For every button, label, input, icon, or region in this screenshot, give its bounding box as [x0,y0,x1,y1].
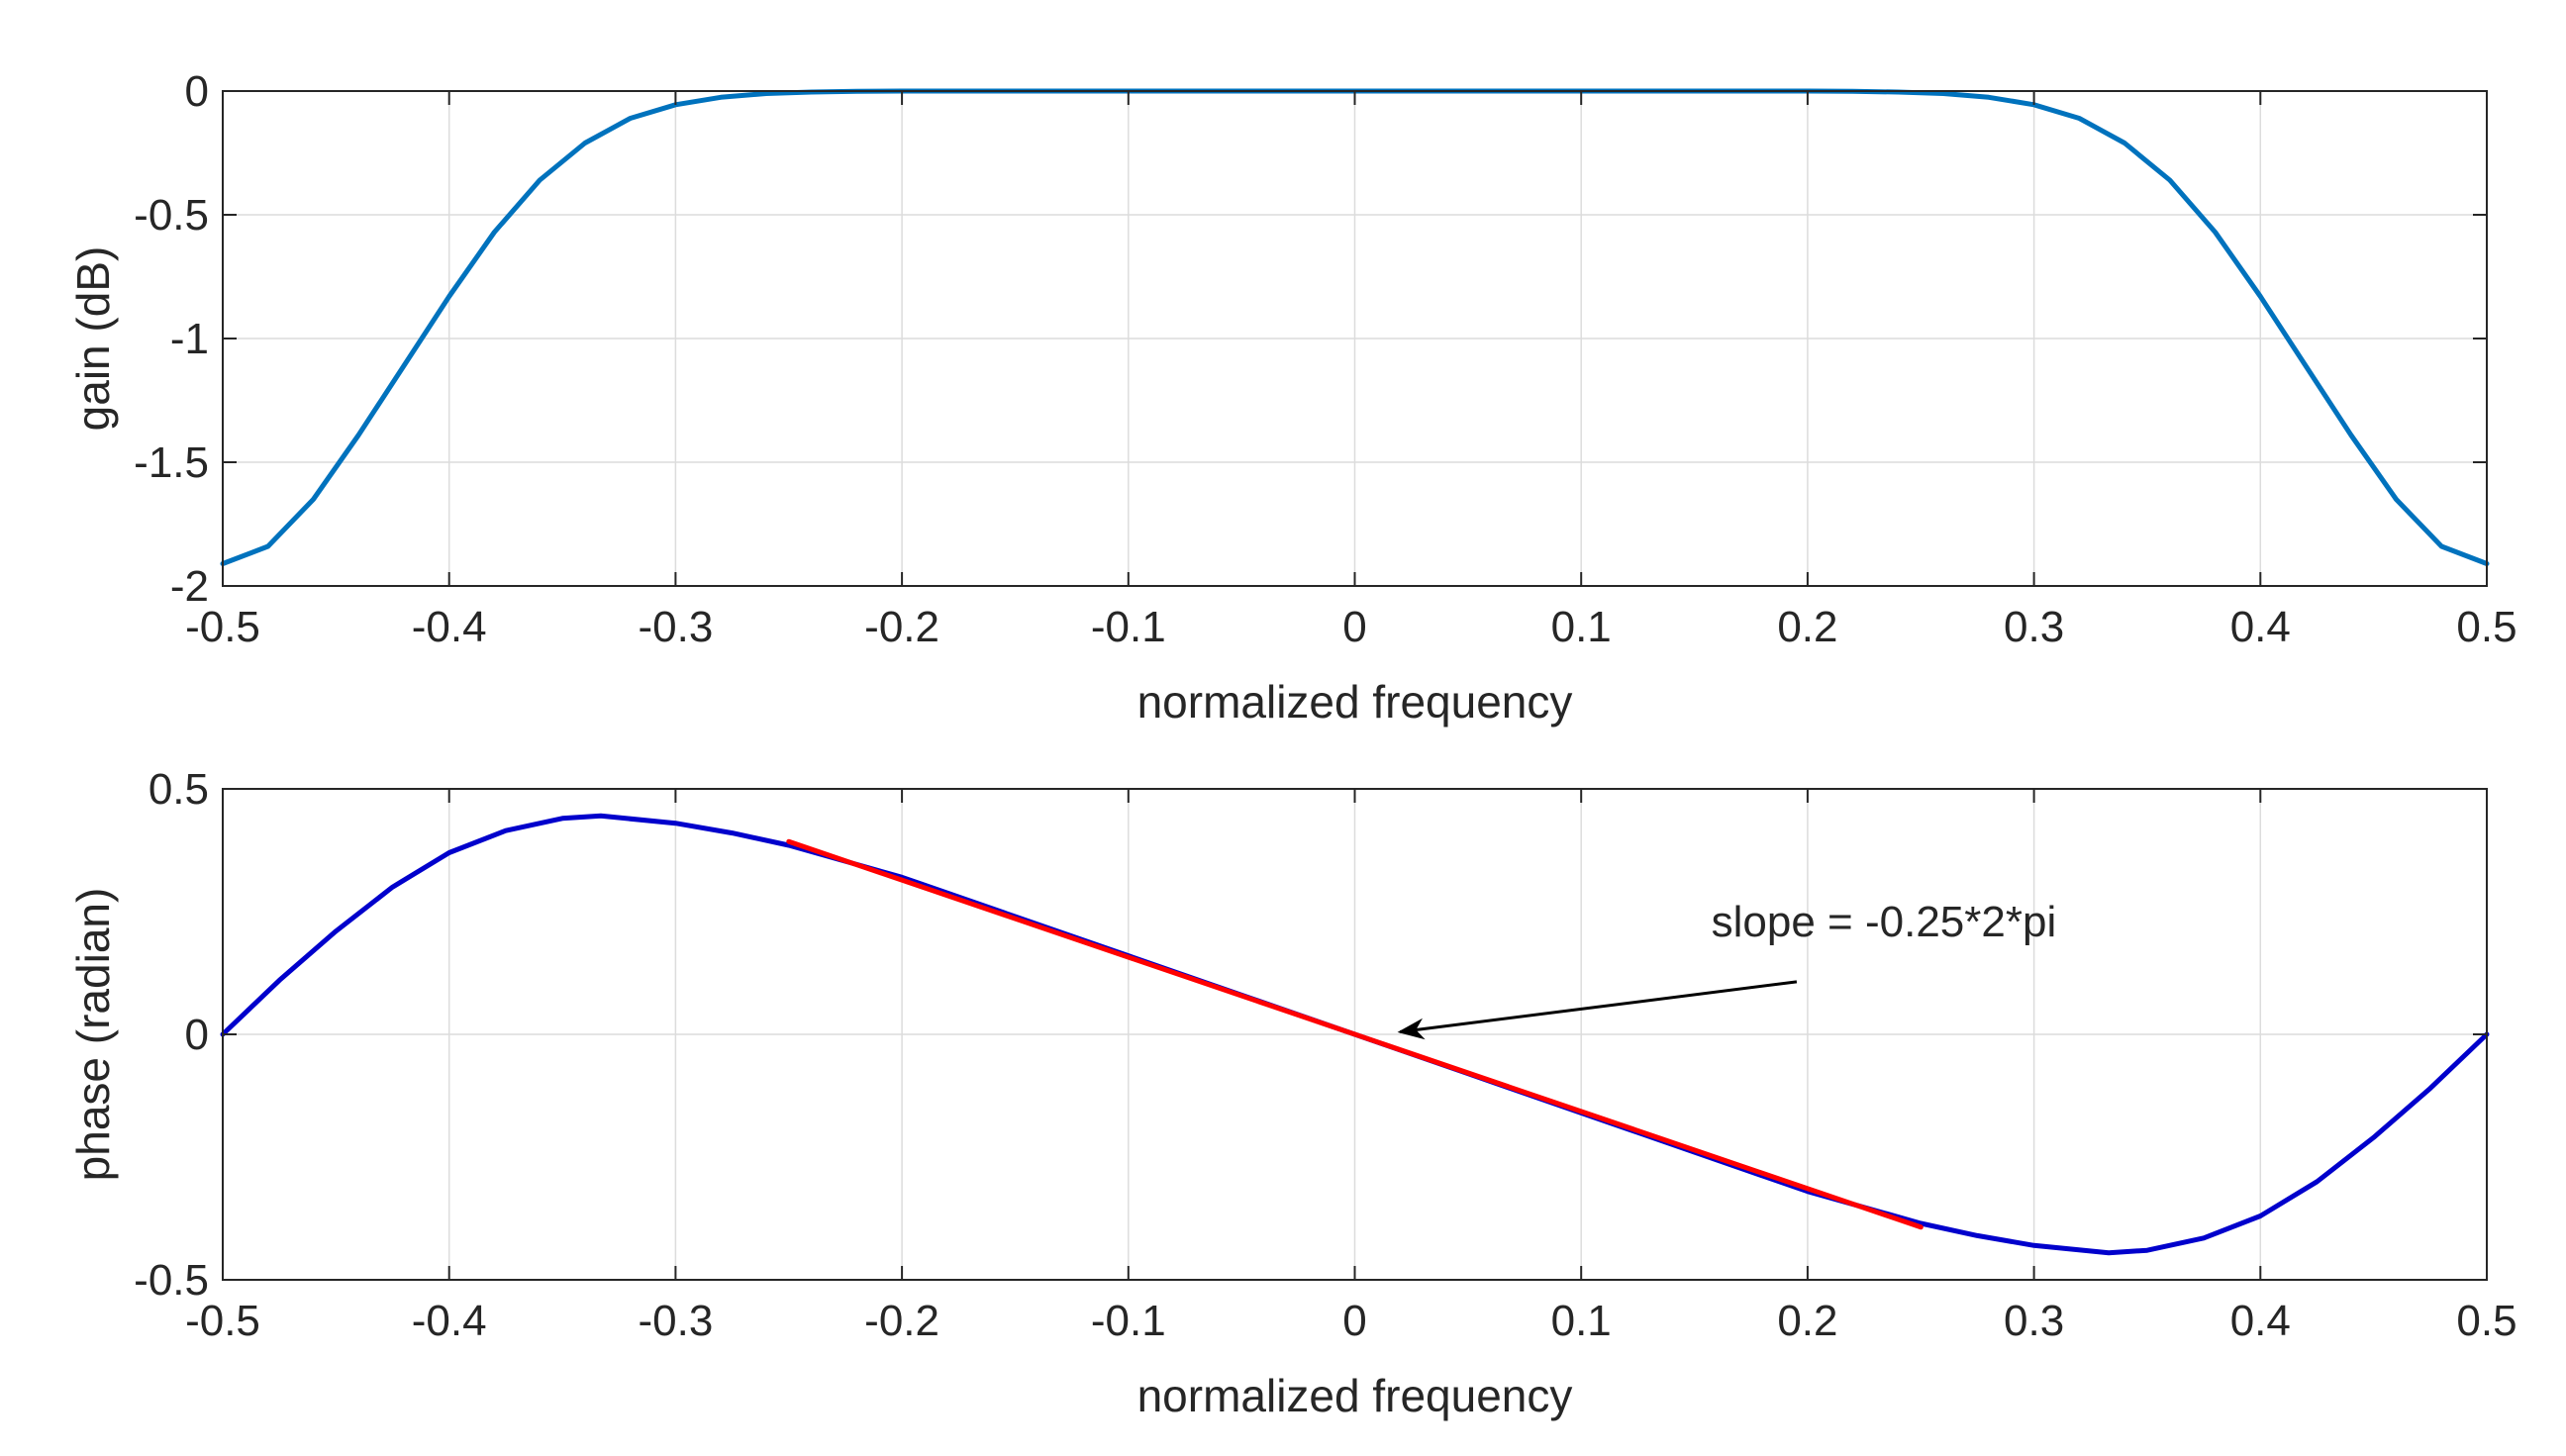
x-tick-label: -0.3 [638,1297,713,1345]
y-tick-label: 0 [185,1011,209,1059]
y-tick-label: -1 [170,315,209,363]
x-tick-label: 0.1 [1551,1297,1612,1345]
x-tick-label: 0.5 [2456,1297,2517,1345]
x-tick-label: -0.5 [185,603,260,651]
x-tick-label: -0.1 [1091,603,1166,651]
x-tick-label: 0.3 [2004,603,2064,651]
x-tick-label: -0.2 [864,1297,939,1345]
x-tick-label: 0.4 [2230,603,2291,651]
y-tick-label: -1.5 [134,438,209,487]
y-tick-label: 0 [185,67,209,116]
x-tick-label: 0.1 [1551,603,1612,651]
x-tick-label: -0.5 [185,1297,260,1345]
y-axis-label: gain (dB) [67,246,119,432]
slope-annotation-arrow [1397,980,1798,1040]
y-tick-label: -0.5 [134,191,209,240]
slope-annotation-text: slope = -0.25*2*pi [1712,898,2057,946]
x-tick-label: 0.2 [1777,1297,1837,1345]
x-tick-label: 0.4 [2230,1297,2291,1345]
x-tick-label: 0.2 [1777,603,1837,651]
y-tick-label: -0.5 [134,1256,209,1305]
x-tick-label: -0.4 [412,1297,487,1345]
x-tick-label: 0 [1342,603,1366,651]
y-axis-label: phase (radian) [67,888,119,1182]
y-tick-label: -2 [170,562,209,611]
x-tick-label: 0 [1342,1297,1366,1345]
x-axis-label: normalized frequency [1137,676,1573,728]
y-tick-label: 0.5 [148,765,209,814]
x-tick-label: -0.3 [638,603,713,651]
x-axis-label: normalized frequency [1137,1370,1573,1421]
gain-plot: -0.5 -0.4 -0.3 -0.2 -0.1 0 0.1 0.2 0.3 0.4 0.5 0 -0.… [67,67,2517,728]
x-tick-label: 0.5 [2456,603,2517,651]
series-line-slope-line [786,838,1924,1230]
x-tick-label: -0.2 [864,603,939,651]
x-tick-label: 0.3 [2004,1297,2064,1345]
x-tick-label: -0.1 [1091,1297,1166,1345]
phase-plot: -0.5 -0.4 -0.3 -0.2 -0.1 0 0.1 0.2 0.3 0.4 0.5 0.5 0… [67,765,2517,1421]
x-tick-label: -0.4 [412,603,487,651]
